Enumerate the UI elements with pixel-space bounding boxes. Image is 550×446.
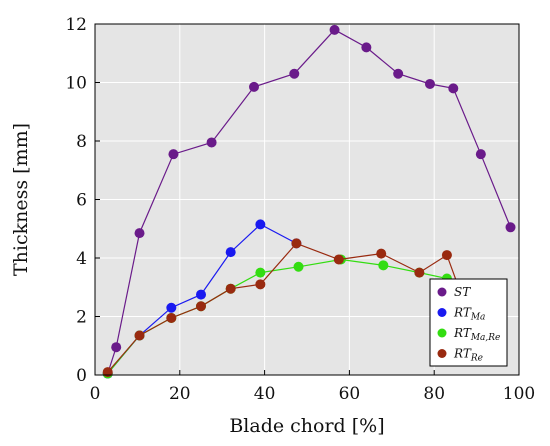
x-tick-label: 100 — [503, 384, 535, 404]
data-point — [414, 267, 425, 278]
legend-label-base: RT — [453, 306, 472, 320]
data-point — [168, 149, 179, 160]
data-point — [134, 228, 145, 239]
x-tick-label: 80 — [423, 384, 445, 404]
x-tick-label: 0 — [90, 384, 101, 404]
data-point — [361, 42, 372, 53]
data-point — [293, 261, 304, 272]
y-tick-label: 2 — [76, 308, 87, 328]
x-tick-label: 60 — [339, 384, 361, 404]
x-axis-title: Blade chord [%] — [229, 415, 384, 437]
legend-marker — [437, 328, 447, 338]
data-point — [111, 342, 122, 353]
y-tick-label: 4 — [76, 249, 87, 269]
x-tick-label: 40 — [254, 384, 276, 404]
data-point — [225, 247, 236, 258]
legend-marker — [437, 308, 447, 317]
data-point — [505, 222, 516, 233]
data-point — [376, 248, 387, 259]
data-point — [166, 312, 177, 323]
data-point — [225, 283, 236, 294]
data-point — [329, 24, 340, 35]
series-line — [107, 242, 463, 373]
legend-label: ST — [454, 285, 471, 299]
data-point — [206, 137, 217, 148]
legend-marker — [437, 287, 447, 297]
data-point — [255, 267, 266, 278]
data-point — [102, 367, 113, 378]
data-point — [255, 219, 266, 230]
legend-label-subscript: Ma — [470, 313, 486, 323]
data-point — [333, 254, 344, 265]
axis-ticks: 0 20 40 60 80 100 0 2 4 6 8 10 12 — [65, 15, 535, 404]
y-tick-label: 8 — [76, 132, 87, 152]
grid-lines — [94, 23, 520, 376]
data-point — [289, 68, 300, 79]
y-tick-label: 0 — [76, 366, 87, 386]
legend-label-subscript: Ma,Re — [470, 333, 501, 343]
y-tick-label: 6 — [76, 191, 87, 211]
data-point — [196, 289, 206, 300]
legend-label-subscript: Re — [470, 354, 483, 364]
data-point — [196, 301, 206, 312]
legend-label: RTMa,Re — [453, 326, 500, 343]
legend-label-base: RT — [453, 347, 472, 361]
data-point — [448, 83, 459, 94]
data-point — [249, 81, 259, 92]
y-tick-label: 10 — [65, 74, 87, 94]
legend-label-base: ST — [454, 285, 471, 299]
legend-label: RTRe — [453, 347, 483, 364]
data-point — [166, 302, 177, 313]
y-tick-label: 12 — [65, 15, 87, 35]
legend-label: RTMa — [453, 306, 485, 323]
y-axis-title: Thickness [mm] — [10, 123, 32, 276]
legend-label-base: RT — [453, 326, 472, 340]
data-point — [393, 68, 404, 79]
data-point — [475, 149, 486, 160]
legend-marker — [437, 349, 447, 358]
x-tick-label: 20 — [169, 384, 191, 404]
data-point — [378, 260, 389, 271]
data-point — [134, 330, 145, 341]
data-point — [441, 250, 452, 261]
data-point — [424, 78, 435, 89]
data-point — [255, 279, 266, 290]
data-point — [291, 238, 302, 249]
